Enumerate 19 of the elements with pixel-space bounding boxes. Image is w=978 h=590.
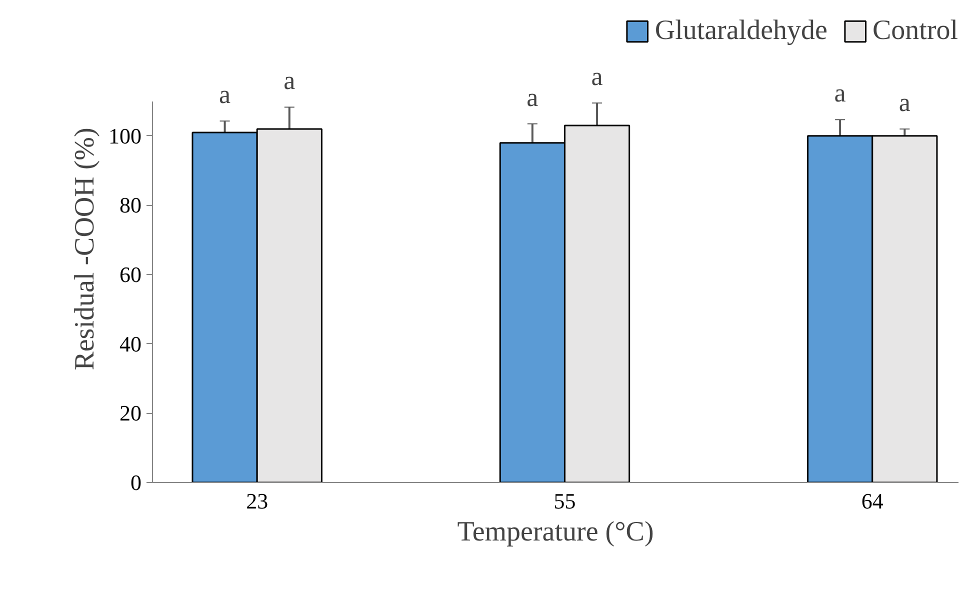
annotation: a: [526, 82, 539, 112]
x-tick-label: 64: [861, 488, 884, 514]
x-axis-title: Temperature (°C): [457, 516, 654, 548]
x-tick-label: 23: [246, 488, 268, 514]
legend-label: Control: [872, 15, 958, 47]
y-tick-label: 100: [108, 123, 142, 148]
text: a: [591, 62, 604, 92]
text: a: [284, 66, 296, 96]
x-tick-label: 55: [554, 488, 576, 514]
annotation: a: [834, 78, 846, 108]
y-tick-label: 0: [130, 470, 142, 495]
y-tick-label: 60: [120, 262, 142, 288]
y-tick-label: 40: [120, 331, 142, 356]
annotation: a: [898, 88, 911, 117]
annotation: a: [219, 80, 232, 110]
y-tick-label: 20: [120, 400, 142, 426]
y-axis-title: Residual -COOH (%): [70, 128, 100, 370]
y-tick-label: 80: [120, 192, 142, 218]
legend-label: Glutaraldehyde: [654, 15, 828, 47]
